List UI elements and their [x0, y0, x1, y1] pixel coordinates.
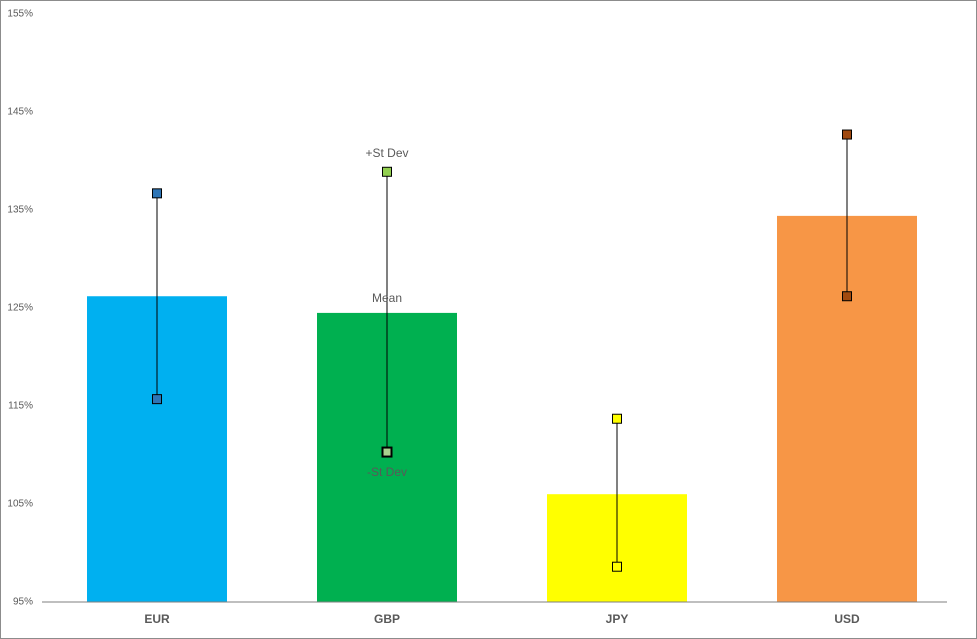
- series-label: -St Dev: [367, 465, 407, 479]
- x-tick-label: JPY: [606, 612, 629, 626]
- x-tick-label: EUR: [144, 612, 170, 626]
- series-label: Mean: [372, 291, 402, 305]
- low-marker: [612, 561, 622, 572]
- low-marker: [381, 446, 393, 458]
- high-marker: [842, 129, 852, 140]
- y-tick-label: 115%: [8, 401, 33, 412]
- y-tick-label: 145%: [7, 107, 33, 118]
- high-marker: [612, 413, 622, 424]
- low-marker: [842, 291, 852, 302]
- y-tick-label: 135%: [7, 205, 33, 216]
- y-tick-label: 155%: [7, 9, 33, 20]
- high-marker: [382, 166, 392, 177]
- series-label: +St Dev: [365, 146, 408, 160]
- low-marker: [152, 394, 162, 405]
- x-tick-label: USD: [834, 612, 860, 626]
- y-tick-label: 95%: [13, 597, 33, 608]
- y-tick-label: 105%: [7, 499, 33, 510]
- y-tick-label: 125%: [7, 303, 33, 314]
- x-tick-label: GBP: [374, 612, 400, 626]
- high-marker: [152, 188, 162, 199]
